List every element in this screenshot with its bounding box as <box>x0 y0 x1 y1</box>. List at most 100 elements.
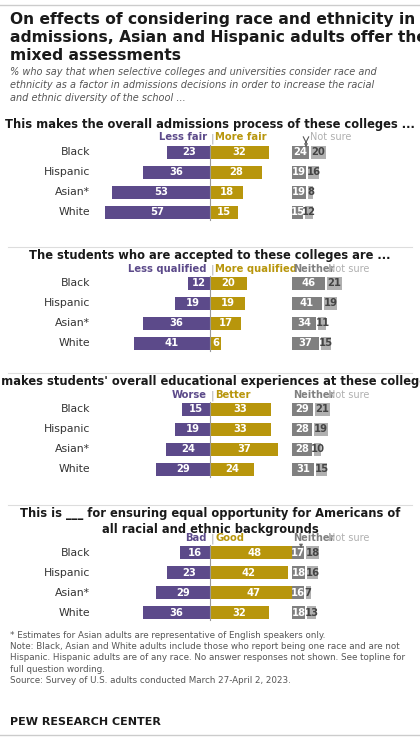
Text: 17: 17 <box>219 318 233 328</box>
Text: 32: 32 <box>233 147 247 157</box>
Text: Less qualified: Less qualified <box>129 264 207 273</box>
Text: 19: 19 <box>185 424 200 434</box>
Text: |: | <box>211 134 215 144</box>
Text: 15: 15 <box>189 404 203 414</box>
Text: 29: 29 <box>296 404 309 414</box>
Text: Note: Black, Asian and White adults include those who report being one race and : Note: Black, Asian and White adults incl… <box>10 642 405 685</box>
Text: 21: 21 <box>315 404 329 414</box>
Text: Black: Black <box>60 404 90 414</box>
Text: 24: 24 <box>181 444 195 454</box>
Text: Better: Better <box>215 389 250 400</box>
Bar <box>316 463 327 475</box>
Text: 28: 28 <box>295 424 309 434</box>
Bar <box>292 166 306 179</box>
Bar <box>112 185 210 199</box>
Bar <box>292 586 304 599</box>
Bar <box>210 463 255 475</box>
Text: 28: 28 <box>229 167 243 177</box>
Text: 20: 20 <box>222 278 235 288</box>
Text: Neither: Neither <box>293 389 334 400</box>
Text: 15: 15 <box>217 207 231 217</box>
Bar <box>292 606 305 619</box>
Bar <box>210 316 241 330</box>
Text: Black: Black <box>60 548 90 557</box>
Text: 47: 47 <box>247 588 260 598</box>
Text: 36: 36 <box>170 167 184 177</box>
Bar <box>105 205 210 219</box>
Text: Not sure: Not sure <box>328 533 370 543</box>
Text: Less fair: Less fair <box>159 132 207 143</box>
Bar <box>175 423 210 435</box>
Text: 15: 15 <box>290 207 304 217</box>
Bar <box>292 463 314 475</box>
Bar <box>292 443 312 455</box>
Text: Black: Black <box>60 147 90 157</box>
Text: Black: Black <box>60 278 90 288</box>
Text: 18: 18 <box>220 187 234 197</box>
Text: 7: 7 <box>304 588 312 598</box>
Bar <box>292 276 325 290</box>
Bar <box>165 443 210 455</box>
Bar <box>210 146 269 158</box>
Bar <box>292 205 303 219</box>
Text: Neither: Neither <box>293 264 334 273</box>
Text: 19: 19 <box>220 298 235 308</box>
Text: 37: 37 <box>299 338 312 348</box>
Text: 28: 28 <box>295 444 309 454</box>
Text: 41: 41 <box>165 338 179 348</box>
Bar <box>292 316 317 330</box>
Bar <box>156 586 210 599</box>
Bar <box>210 276 247 290</box>
Text: 31: 31 <box>296 464 310 474</box>
Bar <box>318 316 326 330</box>
Text: 33: 33 <box>234 404 247 414</box>
Bar <box>314 423 328 435</box>
Bar <box>292 336 319 350</box>
Text: 21: 21 <box>328 278 342 288</box>
Text: 19: 19 <box>323 298 337 308</box>
Bar <box>188 276 210 290</box>
Text: PEW RESEARCH CENTER: PEW RESEARCH CENTER <box>10 717 161 727</box>
Bar <box>175 296 210 310</box>
Bar <box>210 546 299 559</box>
Text: 42: 42 <box>242 568 256 577</box>
Text: Worse: Worse <box>172 389 207 400</box>
Bar <box>327 276 342 290</box>
Text: Bad: Bad <box>186 533 207 543</box>
Text: 18: 18 <box>291 607 305 618</box>
Bar <box>143 316 210 330</box>
Text: Hispanic: Hispanic <box>44 424 90 434</box>
Text: |: | <box>211 534 215 545</box>
Bar <box>315 403 330 415</box>
Text: 48: 48 <box>247 548 262 557</box>
Text: Hispanic: Hispanic <box>44 568 90 577</box>
Text: 15: 15 <box>315 464 329 474</box>
Text: 20: 20 <box>312 147 326 157</box>
Text: More fair: More fair <box>215 132 267 143</box>
Text: 29: 29 <box>176 588 190 598</box>
Text: 24: 24 <box>225 464 239 474</box>
Text: 10: 10 <box>311 444 325 454</box>
Bar <box>210 606 269 619</box>
Text: On effects of considering race and ethnicity in college
admissions, Asian and Hi: On effects of considering race and ethni… <box>10 12 420 63</box>
Text: 37: 37 <box>237 444 251 454</box>
Text: Asian*: Asian* <box>55 187 90 197</box>
Text: More qualified: More qualified <box>215 264 297 273</box>
Text: 29: 29 <box>176 464 190 474</box>
Text: 19: 19 <box>292 167 306 177</box>
Text: Asian*: Asian* <box>55 444 90 454</box>
Text: % who say that when selective colleges and universities consider race and
ethnic: % who say that when selective colleges a… <box>10 67 377 103</box>
Text: This makes students' overall educational experiences at these colleges ...: This makes students' overall educational… <box>0 375 420 388</box>
Text: 19: 19 <box>292 187 306 197</box>
Bar <box>292 146 309 158</box>
Text: 23: 23 <box>182 568 196 577</box>
Bar <box>210 336 221 350</box>
Text: 19: 19 <box>185 298 200 308</box>
Bar <box>307 566 318 579</box>
Text: 23: 23 <box>182 147 196 157</box>
Text: 18: 18 <box>306 548 320 557</box>
Text: 12: 12 <box>302 207 316 217</box>
Text: 41: 41 <box>299 298 314 308</box>
Bar <box>210 185 243 199</box>
Text: |: | <box>211 390 215 401</box>
